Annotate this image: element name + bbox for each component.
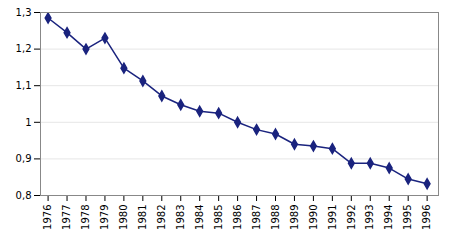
svg-text:1995: 1995 — [402, 205, 413, 230]
svg-text:1988: 1988 — [270, 205, 281, 230]
svg-text:1981: 1981 — [137, 205, 148, 230]
svg-text:1986: 1986 — [232, 205, 243, 230]
svg-text:1980: 1980 — [118, 205, 129, 230]
svg-text:1985: 1985 — [213, 205, 224, 230]
svg-text:1992: 1992 — [346, 205, 357, 230]
svg-text:1,3: 1,3 — [16, 7, 32, 18]
svg-text:1983: 1983 — [175, 205, 186, 230]
svg-text:0,8: 0,8 — [16, 190, 32, 201]
svg-text:1: 1 — [25, 117, 31, 128]
svg-text:1996: 1996 — [421, 205, 432, 230]
svg-text:1994: 1994 — [383, 205, 394, 230]
svg-text:1977: 1977 — [61, 205, 72, 230]
svg-text:1991: 1991 — [327, 205, 338, 230]
svg-text:1984: 1984 — [194, 205, 205, 230]
svg-text:1990: 1990 — [308, 205, 319, 230]
svg-text:1976: 1976 — [42, 205, 53, 230]
svg-text:1987: 1987 — [251, 205, 262, 230]
svg-text:1989: 1989 — [289, 205, 300, 230]
svg-text:1,2: 1,2 — [16, 43, 32, 54]
svg-text:1979: 1979 — [99, 205, 110, 230]
svg-text:1,1: 1,1 — [16, 80, 32, 91]
svg-text:1978: 1978 — [80, 205, 91, 230]
svg-text:1982: 1982 — [156, 205, 167, 230]
svg-text:1993: 1993 — [364, 205, 375, 230]
svg-text:0,9: 0,9 — [16, 153, 32, 164]
